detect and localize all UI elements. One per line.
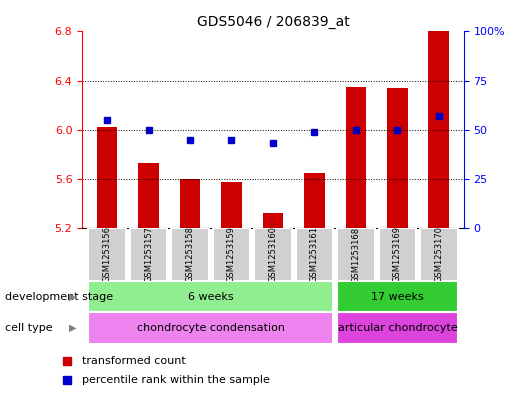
Text: development stage: development stage: [5, 292, 113, 302]
Text: GSM1253159: GSM1253159: [227, 226, 236, 283]
Text: GSM1253168: GSM1253168: [351, 226, 360, 283]
FancyBboxPatch shape: [171, 228, 209, 281]
Bar: [262, 213, 284, 228]
FancyBboxPatch shape: [337, 312, 457, 344]
Title: GDS5046 / 206839_at: GDS5046 / 206839_at: [197, 15, 349, 29]
Bar: [138, 163, 159, 228]
Text: GSM1253160: GSM1253160: [269, 226, 277, 283]
Text: 17 weeks: 17 weeks: [371, 292, 424, 302]
Bar: [180, 179, 200, 228]
Text: GSM1253170: GSM1253170: [435, 226, 444, 283]
FancyBboxPatch shape: [89, 228, 126, 281]
Bar: [96, 127, 118, 228]
Text: ▶: ▶: [69, 323, 77, 333]
Text: GSM1253158: GSM1253158: [186, 226, 195, 283]
FancyBboxPatch shape: [89, 312, 333, 344]
Text: 6 weeks: 6 weeks: [188, 292, 234, 302]
FancyBboxPatch shape: [130, 228, 167, 281]
Text: articular chondrocyte: articular chondrocyte: [338, 323, 457, 333]
FancyBboxPatch shape: [89, 281, 333, 312]
FancyBboxPatch shape: [337, 228, 375, 281]
Bar: [428, 31, 449, 228]
Bar: [346, 87, 366, 228]
FancyBboxPatch shape: [420, 228, 457, 281]
Text: GSM1253156: GSM1253156: [102, 226, 111, 283]
Text: GSM1253161: GSM1253161: [310, 226, 319, 283]
Text: percentile rank within the sample: percentile rank within the sample: [82, 375, 270, 386]
FancyBboxPatch shape: [213, 228, 250, 281]
FancyBboxPatch shape: [296, 228, 333, 281]
Bar: [221, 182, 242, 228]
FancyBboxPatch shape: [254, 228, 292, 281]
FancyBboxPatch shape: [379, 228, 416, 281]
Bar: [387, 88, 408, 228]
Text: GSM1253157: GSM1253157: [144, 226, 153, 283]
Text: ▶: ▶: [69, 292, 77, 302]
Text: transformed count: transformed count: [82, 356, 186, 366]
Text: GSM1253169: GSM1253169: [393, 226, 402, 283]
Text: chondrocyte condensation: chondrocyte condensation: [137, 323, 285, 333]
Bar: [304, 173, 325, 228]
Text: cell type: cell type: [5, 323, 53, 333]
FancyBboxPatch shape: [337, 281, 457, 312]
